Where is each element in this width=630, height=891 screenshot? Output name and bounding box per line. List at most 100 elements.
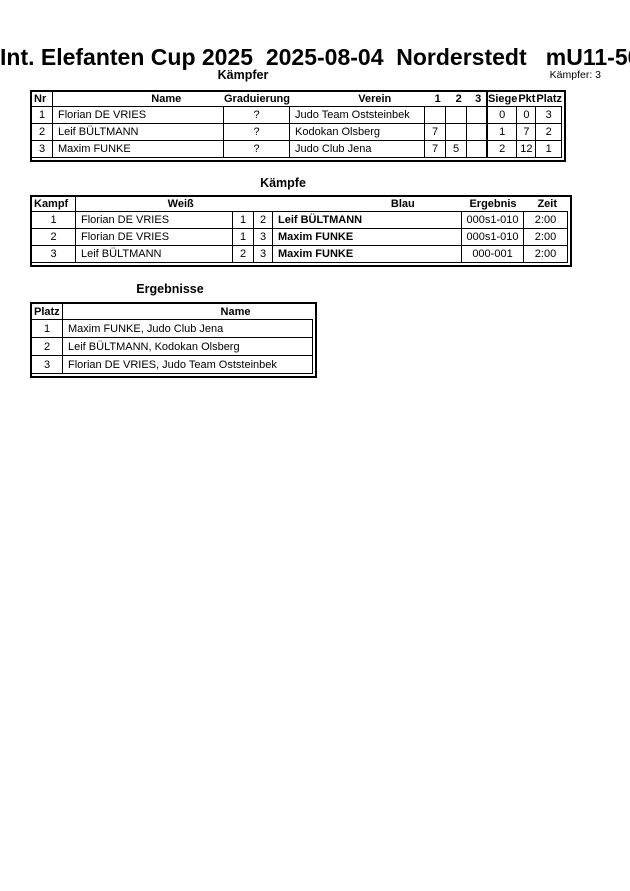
- kaempfe-table-grid: Kampf Weiß Blau Ergebnis Zeit 1 Florian …: [32, 197, 568, 263]
- fighter-verein: Judo Club Jena: [290, 141, 426, 158]
- table-row: 2 Leif BÜLTMANN, Kodokan Olsberg: [32, 338, 313, 356]
- fighter-verein: Kodokan Olsberg: [290, 124, 426, 141]
- fighter-graduierung: ?: [224, 107, 291, 124]
- bout-result: 000-001: [462, 246, 524, 263]
- white-fighter-name: Florian DE VRIES: [76, 212, 233, 229]
- result-name: Maxim FUNKE, Judo Club Jena: [63, 320, 313, 338]
- round-2-score: 5: [446, 141, 468, 158]
- fighter-name: Maxim FUNKE: [53, 141, 224, 158]
- bout-nr: 2: [32, 229, 76, 246]
- table-row: 1 Florian DE VRIES 1 2 Leif BÜLTMANN 000…: [32, 212, 568, 229]
- white-fighter-nr: 2: [233, 246, 254, 263]
- col-header-round-3: 3: [467, 92, 489, 107]
- round-3-score: [467, 141, 489, 158]
- bout-nr: 3: [32, 246, 76, 263]
- ergebnisse-table-title: Ergebnisse: [136, 282, 204, 296]
- blue-fighter-nr: 3: [254, 246, 273, 263]
- round-2-score: [446, 107, 468, 124]
- fighter-pkt: 12: [517, 141, 537, 158]
- kaempfer-table-title: Kämpfer: [217, 68, 269, 82]
- table-row: 3 Florian DE VRIES, Judo Team Oststeinbe…: [32, 356, 313, 374]
- fighter-siege: 2: [488, 141, 518, 158]
- col-header-name: Name: [53, 92, 224, 107]
- fighter-graduierung: ?: [224, 141, 291, 158]
- col-header-weiss: Weiß: [76, 197, 233, 212]
- fighter-verein: Judo Team Oststeinbek: [290, 107, 426, 124]
- round-1-score: 7: [425, 141, 447, 158]
- col-header-platz: Platz: [32, 304, 63, 320]
- white-fighter-nr: 1: [233, 212, 254, 229]
- kaempfe-table-title: Kämpfe: [260, 176, 306, 190]
- round-3-score: [467, 124, 489, 141]
- col-header-platz: Platz: [536, 93, 563, 107]
- table-row: 3 Leif BÜLTMANN 2 3 Maxim FUNKE 000-001 …: [32, 246, 568, 263]
- ergebnisse-table-grid: Platz Name 1 Maxim FUNKE, Judo Club Jena…: [32, 304, 313, 374]
- kaempfer-table-grid: Nr Name Graduierung Verein 1 2 3 Siege P…: [32, 92, 563, 158]
- round-1-score: [425, 107, 447, 124]
- fighter-nr: 2: [32, 124, 53, 141]
- bout-nr: 1: [32, 212, 76, 229]
- white-fighter-name: Florian DE VRIES: [76, 229, 233, 246]
- col-header-zeit: Zeit: [524, 197, 568, 212]
- white-fighter-nr: 1: [233, 229, 254, 246]
- bout-result: 000s1-010: [462, 212, 524, 229]
- fighter-graduierung: ?: [224, 124, 291, 141]
- result-name: Leif BÜLTMANN, Kodokan Olsberg: [63, 338, 313, 356]
- fighter-pkt: 7: [517, 124, 537, 141]
- ergebnisse-header-row: Platz Name: [32, 304, 313, 320]
- kaempfe-table: Kampf Weiß Blau Ergebnis Zeit 1 Florian …: [30, 195, 572, 267]
- col-header-blau: Blau: [273, 197, 462, 212]
- result-platz: 2: [32, 338, 63, 356]
- round-1-score: 7: [425, 124, 447, 141]
- col-header-siege: Siege: [488, 93, 518, 107]
- blue-fighter-nr: 3: [254, 229, 273, 246]
- col-header-nr: Nr: [32, 92, 53, 107]
- col-header-round-1: 1: [425, 92, 447, 107]
- result-platz: 3: [32, 356, 63, 374]
- table-row: 2 Florian DE VRIES 1 3 Maxim FUNKE 000s1…: [32, 229, 568, 246]
- round-3-score: [467, 107, 489, 124]
- kaempfer-header-row: Nr Name Graduierung Verein 1 2 3 Siege P…: [32, 92, 563, 107]
- bout-time: 2:00: [524, 229, 568, 246]
- col-header-round-2: 2: [446, 92, 468, 107]
- col-header-kampf: Kampf: [32, 197, 76, 212]
- ergebnisse-table: Platz Name 1 Maxim FUNKE, Judo Club Jena…: [30, 302, 317, 378]
- fighter-siege: 0: [488, 107, 518, 124]
- result-platz: 1: [32, 320, 63, 338]
- col-header-name: Name: [63, 304, 313, 320]
- fighter-nr: 3: [32, 141, 53, 158]
- blue-fighter-name: Maxim FUNKE: [273, 246, 462, 263]
- table-row: 2 Leif BÜLTMANN ? Kodokan Olsberg 7 1 7 …: [32, 124, 563, 141]
- table-row: 1 Maxim FUNKE, Judo Club Jena: [32, 320, 313, 338]
- result-name: Florian DE VRIES, Judo Team Oststeinbek: [63, 356, 313, 374]
- white-fighter-name: Leif BÜLTMANN: [76, 246, 233, 263]
- col-header-pkt: Pkt: [517, 93, 537, 107]
- fighter-name: Florian DE VRIES: [53, 107, 224, 124]
- fighter-platz: 2: [536, 124, 563, 141]
- col-header-ergebnis: Ergebnis: [462, 197, 524, 212]
- fighter-pkt: 0: [517, 107, 537, 124]
- blue-fighter-nr: 2: [254, 212, 273, 229]
- fighter-platz: 1: [536, 141, 563, 158]
- fighter-siege: 1: [488, 124, 518, 141]
- fighter-name: Leif BÜLTMANN: [53, 124, 224, 141]
- col-header-blau-nr: [254, 197, 273, 212]
- blue-fighter-name: Leif BÜLTMANN: [273, 212, 462, 229]
- col-header-graduierung: Graduierung: [223, 93, 291, 107]
- table-row: 1 Florian DE VRIES ? Judo Team Oststeinb…: [32, 107, 563, 124]
- round-2-score: [446, 124, 468, 141]
- fighter-platz: 3: [536, 107, 563, 124]
- bout-result: 000s1-010: [462, 229, 524, 246]
- fighters-count-label: Kämpfer: 3: [549, 69, 601, 81]
- page-title: Int. Elefanten Cup 2025 2025-08-04 Norde…: [0, 44, 630, 70]
- fighter-nr: 1: [32, 107, 53, 124]
- bout-time: 2:00: [524, 246, 568, 263]
- blue-fighter-name: Maxim FUNKE: [273, 229, 462, 246]
- kaempfer-table: Nr Name Graduierung Verein 1 2 3 Siege P…: [30, 90, 567, 162]
- col-header-verein: Verein: [290, 92, 426, 107]
- col-header-weiss-nr: [233, 197, 254, 212]
- bout-time: 2:00: [524, 212, 568, 229]
- table-row: 3 Maxim FUNKE ? Judo Club Jena 7 5 2 12 …: [32, 141, 563, 158]
- kaempfe-header-row: Kampf Weiß Blau Ergebnis Zeit: [32, 197, 568, 212]
